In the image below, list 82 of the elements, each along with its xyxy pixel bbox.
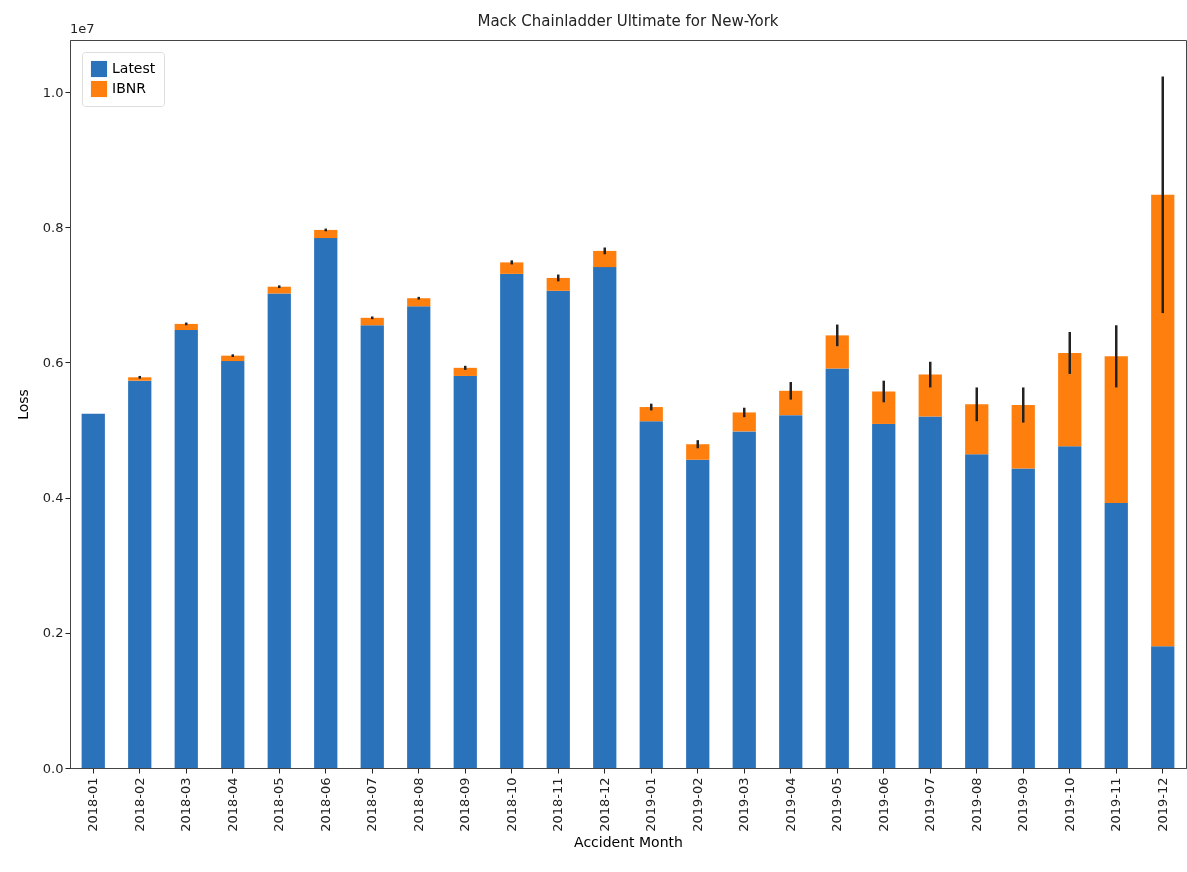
x-tick-label: 2018-06 (317, 777, 333, 832)
bar (1011, 468, 1035, 768)
bar (174, 329, 198, 768)
x-tick-label: 2018-12 (596, 777, 612, 832)
y-tick-label: 0.8 (42, 219, 64, 235)
bar (639, 421, 663, 768)
bar (314, 238, 338, 768)
bar (593, 267, 617, 768)
x-tick-label: 2019-07 (922, 777, 938, 832)
bar (965, 404, 989, 455)
y-tick-label: 0.0 (42, 760, 64, 776)
bar (500, 262, 524, 274)
bar (174, 323, 198, 330)
bar (593, 250, 617, 268)
x-tick-label: 2018-10 (503, 777, 519, 832)
y-tick-label: 0.6 (42, 354, 64, 370)
bar (407, 306, 431, 768)
legend-label: Latest (112, 60, 156, 76)
bar (1151, 194, 1175, 647)
bar (1104, 503, 1128, 768)
x-tick-label: 2019-10 (1061, 777, 1077, 832)
x-tick-label: 2019-06 (875, 777, 891, 832)
y-axis-title: Loss (14, 389, 31, 420)
bar (221, 361, 245, 768)
legend-label: IBNR (112, 80, 147, 96)
bar (825, 335, 849, 369)
x-tick-label: 2019-05 (829, 777, 845, 832)
bar (1151, 646, 1175, 768)
bar (686, 444, 710, 460)
bar (872, 423, 896, 768)
bar (639, 407, 663, 422)
bar (918, 374, 942, 417)
x-tick-label: 2019-04 (782, 777, 798, 832)
bar (360, 325, 384, 768)
x-tick-label: 2019-02 (689, 777, 705, 832)
x-tick-label: 2018-01 (85, 777, 101, 832)
x-tick-label: 2018-05 (271, 777, 287, 832)
x-tick-label: 2019-11 (1108, 777, 1124, 832)
bar (779, 390, 803, 416)
y-tick-label: 0.4 (42, 490, 64, 506)
bar (128, 377, 152, 381)
bar (546, 277, 570, 291)
x-tick-label: 2018-08 (410, 777, 426, 832)
x-tick-label: 2019-03 (736, 777, 752, 832)
bar (500, 273, 524, 768)
x-tick-label: 2018-07 (364, 777, 380, 832)
bar (221, 355, 245, 362)
bar (128, 380, 152, 768)
x-tick-label: 2019-01 (643, 777, 659, 832)
bar (825, 368, 849, 768)
x-tick-label: 2019-08 (968, 777, 984, 832)
bar (407, 298, 431, 307)
x-axis-title: Accident Month (574, 833, 683, 850)
text: 1e7 (70, 21, 95, 36)
bar (732, 431, 756, 768)
bar (546, 290, 570, 768)
x-tick-label: 2019-09 (1015, 777, 1031, 832)
x-tick-label: 2018-03 (178, 777, 194, 832)
bar (453, 367, 477, 376)
bar (1011, 405, 1035, 469)
bar (732, 412, 756, 432)
x-tick-label: 2018-02 (131, 777, 147, 832)
bar (965, 454, 989, 768)
bar (360, 317, 384, 326)
bar (872, 391, 896, 424)
bar (1058, 352, 1082, 447)
chart-title: Mack Chainladder Ultimate for New-York (477, 12, 779, 30)
bar (779, 415, 803, 768)
x-tick-label: 2019-12 (1154, 777, 1170, 832)
bar (453, 375, 477, 768)
y-tick-label: 1.0 (42, 84, 64, 100)
x-tick-label: 2018-04 (224, 777, 240, 832)
bar (314, 229, 338, 239)
bar (81, 413, 105, 768)
bar (1104, 356, 1128, 504)
bar (686, 459, 710, 768)
x-tick-label: 2018-11 (550, 777, 566, 832)
bar (918, 416, 942, 768)
x-tick-label: 2018-09 (457, 777, 473, 832)
y-tick-label: 0.2 (42, 625, 64, 641)
bar (1058, 446, 1082, 768)
bar (267, 293, 291, 768)
